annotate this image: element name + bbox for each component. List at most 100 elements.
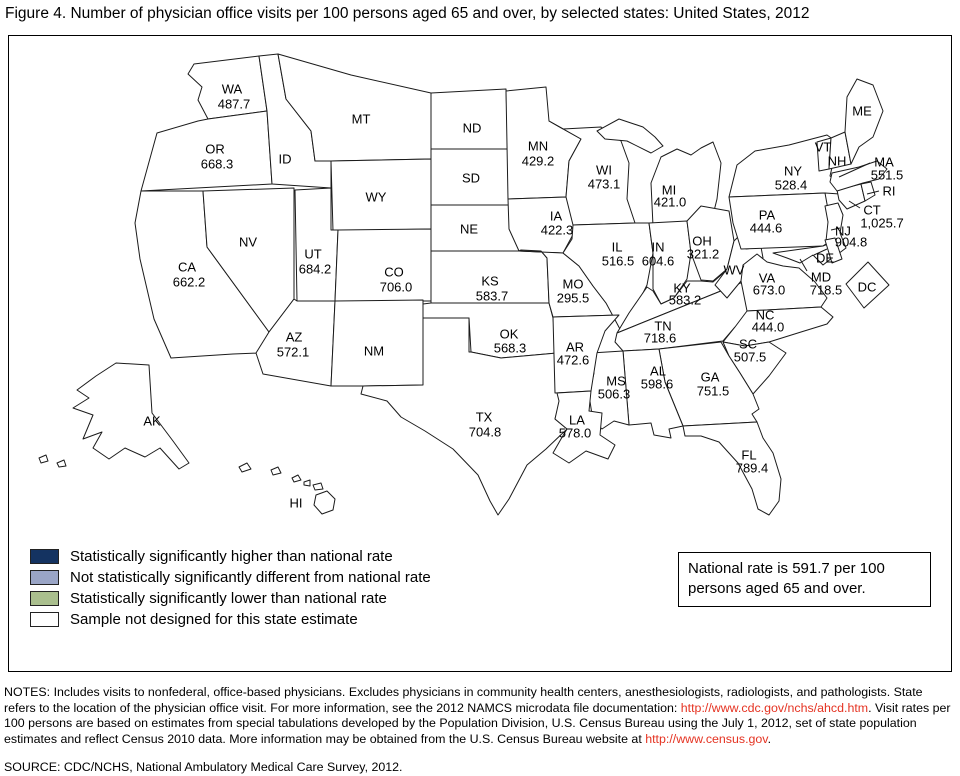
state-ak-island-2 [56,459,67,468]
state-value-az: 572.1 [277,345,310,360]
state-label-ne: NE [460,222,478,237]
notes-body-2: . Visit rates per 100 persons are based … [4,700,951,746]
national-rate-line-2: persons aged 65 and over. [688,580,866,598]
state-hi-island-6 [313,490,336,515]
us-map: WA 487.7 OR 668.3 CA 662.2 NV ID MT WY U… [38,53,904,516]
state-label-mt: MT [352,112,371,127]
state-hi-island-2 [270,466,282,476]
notes-body-1: NOTES: Includes visits to nonfederal, of… [4,685,923,715]
state-value-sc: 507.5 [734,350,767,365]
state-label-in: IN [652,240,665,255]
state-label-ri: RI [883,184,896,199]
state-label-mo: MO [563,277,584,292]
state-label-ga: GA [701,370,720,385]
legend-swatch-no-sample [30,612,59,627]
state-ut [294,187,339,302]
state-value-ok: 568.3 [494,341,527,356]
state-label-ms: MS [606,374,626,389]
state-label-ks: KS [481,274,499,289]
state-az [255,298,336,387]
state-label-az: AZ [286,330,303,345]
state-hi-island-5 [312,482,324,491]
state-label-tn: TN [654,319,671,334]
state-value-mn: 429.2 [522,154,555,169]
state-ar [552,314,620,394]
state-value-ks: 583.7 [476,289,509,304]
state-label-mn: MN [528,139,548,154]
state-la [552,390,616,464]
state-value-oh: 321.2 [687,247,720,262]
state-hi-island-1 [238,462,252,473]
callout-line-md [799,258,808,272]
state-ak [72,362,190,470]
legend-item-no-sample: Sample not designed for this state estim… [30,609,431,630]
state-value-ms: 506.3 [598,387,631,402]
state-label-id: ID [279,152,292,167]
state-value-wi: 473.1 [588,177,621,192]
callout-line-ct [848,200,861,209]
legend-label-lower: Statistically significantly lower than n… [70,590,387,607]
state-label-or: OR [205,142,225,157]
callout-line-de [813,248,828,256]
state-value-ny: 528.4 [775,178,808,193]
state-value-ca: 662.2 [173,275,206,290]
state-label-nj: NJ [835,224,851,239]
state-label-nd: ND [463,121,482,136]
state-label-nm: NM [364,344,384,359]
state-label-ar: AR [566,340,584,355]
national-rate-box: National rate is 591.7 per 100 persons a… [678,552,931,607]
state-ri [860,181,876,202]
state-label-co: CO [384,265,404,280]
state-value-tn: 718.6 [644,331,677,346]
state-label-wi: WI [596,163,612,178]
legend-label-not-different: Not statistically significantly differen… [70,569,431,586]
legend-label-higher: Statistically significantly higher than … [70,548,393,565]
state-value-nj: 904.8 [835,235,868,250]
state-label-la: LA [569,413,585,428]
state-value-mi: 421.0 [654,195,687,210]
state-value-ga: 751.5 [697,384,730,399]
state-wi [548,120,636,226]
national-rate-line-1: National rate is 591.7 per 100 [688,560,885,577]
state-label-tx: TX [476,410,493,425]
state-value-ut: 684.2 [299,262,332,277]
state-label-ct: CT [863,203,880,218]
state-label-ok: OK [500,327,519,342]
state-label-wy: WY [366,190,387,205]
state-label-mi: MI [662,183,676,198]
state-label-ut: UT [304,247,321,262]
cdc-ahcd-link[interactable]: http://www.cdc.gov/nchs/ahcd.htm [680,700,869,715]
state-label-de: DE [816,251,834,266]
notes-text: NOTES: Includes visits to nonfederal, of… [4,685,954,748]
state-me [844,78,884,165]
state-label-fl: FL [741,448,756,463]
state-label-oh: OH [692,234,712,249]
state-label-pa: PA [759,208,776,223]
state-value-ma: 551.5 [871,168,904,183]
state-de [824,237,843,264]
state-nd [430,88,509,150]
legend-item-not-different: Not statistically significantly differen… [30,567,431,588]
legend-swatch-not-different [30,570,59,585]
legend-swatch-lower [30,591,59,606]
notes-body-3: . [767,731,772,746]
state-label-vt: VT [815,140,832,155]
state-value-fl: 789.4 [736,461,769,476]
state-value-la: 578.0 [559,426,592,441]
state-mi-up [596,118,664,154]
census-link[interactable]: http://www.census.gov [645,731,768,746]
state-value-ia: 422.3 [541,223,574,238]
state-value-co: 706.0 [380,280,413,295]
state-value-pa: 444.6 [750,221,783,236]
state-label-wv: WV [724,263,745,278]
figure-title: Figure 4. Number of physician office vis… [5,5,810,22]
state-value-or: 668.3 [201,157,234,172]
state-label-al: AL [650,364,666,379]
state-value-ct: 1,025.7 [860,216,903,231]
state-label-dc: DC [858,280,877,295]
state-label-md: MD [811,270,831,285]
state-value-va: 673.0 [753,283,786,298]
callout-line-ma [838,162,871,178]
state-label-sc: SC [739,337,757,352]
state-va [740,253,828,312]
